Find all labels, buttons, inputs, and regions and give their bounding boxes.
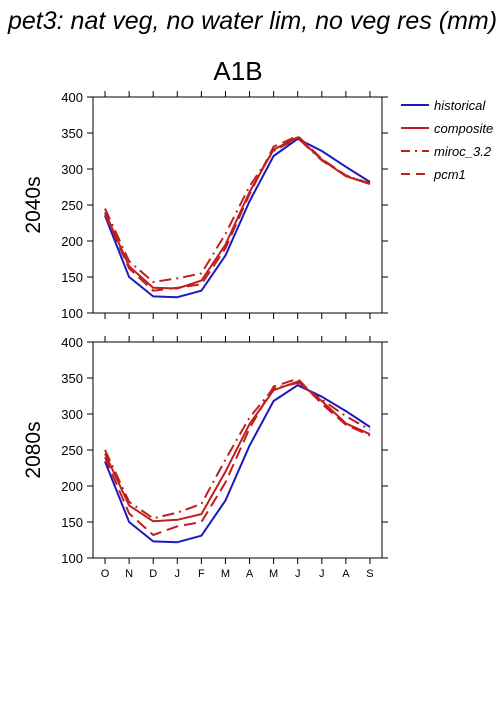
- legend-label: historical: [434, 98, 486, 113]
- x-tick-label: S: [366, 568, 373, 580]
- series-line-pcm1: [104, 377, 371, 536]
- x-tick-label: J: [175, 568, 181, 580]
- series-lines: [104, 134, 371, 299]
- series-line-historical: [104, 384, 371, 544]
- y-axis: 100 150 200 250 300 350 400: [61, 90, 388, 321]
- x-tick-label: N: [125, 568, 133, 580]
- y-tick-label: 400: [61, 90, 83, 105]
- x-axis: [104, 91, 371, 319]
- y-tick-label: 100: [61, 551, 83, 566]
- x-tick-label: O: [101, 568, 110, 580]
- x-tick-label: J: [295, 568, 301, 580]
- series-line-pcm1: [104, 134, 371, 292]
- figure-title: pet3: nat veg, no water lim, no veg res …: [7, 7, 497, 35]
- series-line-miroc-3-2: [104, 137, 371, 283]
- y-tick-label: 300: [61, 407, 83, 422]
- x-tick-label: M: [221, 568, 230, 580]
- legend-label: pcm1: [433, 167, 466, 182]
- panel-2080s: 2080s 100 150 200 250 300 350 400 O N D J F M A M J J A S: [22, 335, 388, 580]
- x-tick-label: M: [269, 568, 278, 580]
- y-tick-label: 250: [61, 198, 83, 213]
- y-tick-label: 250: [61, 443, 83, 458]
- panel-2040s: 2040s 100 150 200 250 300 350 400: [22, 90, 388, 321]
- series-line-composite: [104, 380, 371, 523]
- series-lines: [104, 377, 371, 544]
- x-tick-label: A: [342, 568, 350, 580]
- y-tick-label: 200: [61, 479, 83, 494]
- y-axis: 100 150 200 250 300 350 400: [61, 335, 388, 566]
- x-tick-label: J: [319, 568, 325, 580]
- y-tick-label: 400: [61, 335, 83, 350]
- legend-label: miroc_3.2: [434, 144, 492, 159]
- y-tick-label: 150: [61, 515, 83, 530]
- y-tick-label: 300: [61, 162, 83, 177]
- series-line-composite: [104, 136, 371, 290]
- y-tick-label: 200: [61, 234, 83, 249]
- plot-frame: [92, 96, 383, 314]
- x-tick-label: A: [246, 568, 254, 580]
- y-tick-label: 350: [61, 371, 83, 386]
- y-tick-label: 150: [61, 270, 83, 285]
- y-tick-label: 350: [61, 126, 83, 141]
- y-tick-label: 100: [61, 306, 83, 321]
- panel-label: 2040s: [22, 176, 45, 233]
- legend: historical composite miroc_3.2 pcm1: [401, 98, 493, 182]
- scenario-label: A1B: [213, 56, 262, 86]
- x-tick-label: F: [198, 568, 205, 580]
- legend-label: composite: [434, 121, 493, 136]
- series-line-historical: [104, 137, 371, 299]
- series-line-miroc-3-2: [104, 382, 371, 520]
- panel-label: 2080s: [22, 421, 45, 478]
- x-tick-label: D: [149, 568, 157, 580]
